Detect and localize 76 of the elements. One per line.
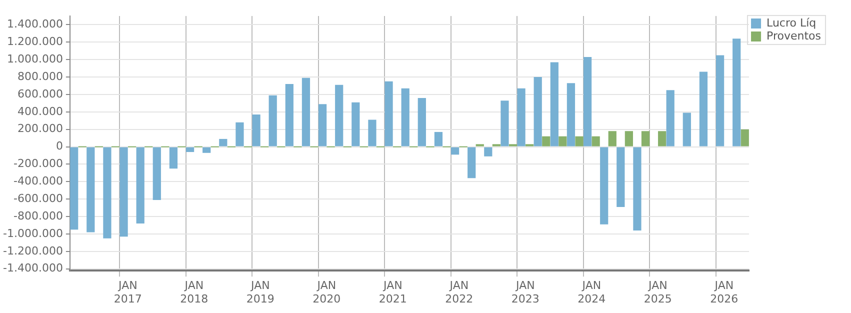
bar <box>368 120 376 146</box>
y-tick-label: 1.200.000 <box>6 35 63 48</box>
y-tick-label: -1.400.000 <box>3 262 63 275</box>
y-tick-label: 200.000 <box>17 122 63 136</box>
bar <box>534 77 542 146</box>
bar <box>716 55 724 146</box>
bar <box>468 147 476 178</box>
y-tick-label: 800.000 <box>17 70 63 83</box>
bar <box>550 62 558 146</box>
x-tick-label: JAN 2020 <box>312 279 341 306</box>
bar <box>558 136 567 146</box>
bar <box>352 102 360 146</box>
bar <box>169 147 178 169</box>
bar <box>583 56 592 146</box>
bar <box>600 147 608 224</box>
bar <box>666 90 674 146</box>
bar <box>103 147 112 238</box>
bar <box>384 81 393 146</box>
bar <box>268 95 277 146</box>
y-tick-label: 600.000 <box>17 87 63 100</box>
y-tick-label: -600.000 <box>13 192 63 205</box>
bar <box>608 131 616 146</box>
bar <box>186 147 194 152</box>
bar <box>633 147 642 230</box>
bar <box>86 147 95 232</box>
bar <box>592 136 600 146</box>
bar <box>500 100 509 146</box>
x-tick-label: JAN 2017 <box>114 279 142 306</box>
x-tick-label: JAN 2018 <box>180 279 208 306</box>
bar <box>335 84 344 146</box>
y-tick-label: 0 <box>56 140 63 153</box>
legend-label: Proventos <box>766 29 822 42</box>
y-tick-label: -200.000 <box>13 157 63 170</box>
bar <box>120 147 128 237</box>
x-tick-label: JAN 2022 <box>445 279 474 306</box>
bar <box>318 104 327 146</box>
bar <box>616 147 625 207</box>
x-tick-label: JAN 2021 <box>378 279 407 306</box>
y-tick-label: -1.200.000 <box>3 244 63 258</box>
bar <box>699 72 708 146</box>
bar <box>202 147 211 153</box>
x-tick-label: JAN 2025 <box>644 279 672 306</box>
bar <box>136 147 144 224</box>
bar <box>484 147 492 156</box>
y-tick-label: 400.000 <box>17 104 63 118</box>
bar <box>401 88 410 146</box>
bar <box>517 88 526 146</box>
y-tick-label: -400.000 <box>13 174 63 188</box>
y-tick-label: -800.000 <box>13 209 63 222</box>
bar <box>219 138 228 146</box>
bar <box>70 147 78 230</box>
bar <box>152 147 161 200</box>
x-tick-label: JAN 2024 <box>578 279 606 306</box>
x-tick-label: JAN 2019 <box>246 279 274 306</box>
bar <box>566 83 576 146</box>
bar <box>285 84 294 146</box>
bar <box>624 131 634 146</box>
bar <box>732 38 741 146</box>
bar <box>641 131 650 146</box>
bar <box>575 136 584 146</box>
bar <box>542 136 550 146</box>
bar <box>434 132 443 146</box>
x-tick-label: JAN 2026 <box>710 279 738 306</box>
bar <box>418 98 426 146</box>
bar <box>658 131 666 146</box>
y-tick-label: -1.000.000 <box>3 226 63 240</box>
bar <box>252 114 260 146</box>
y-tick-label: 1.400.000 <box>6 18 63 31</box>
bar <box>450 147 460 155</box>
bar <box>682 112 691 146</box>
bar <box>740 129 749 146</box>
y-tick-label: 1.000.000 <box>6 52 63 66</box>
legend-label: Lucro Líq <box>766 16 816 30</box>
x-tick-label: JAN 2023 <box>511 279 540 306</box>
bar <box>236 122 244 146</box>
bar <box>302 78 310 146</box>
